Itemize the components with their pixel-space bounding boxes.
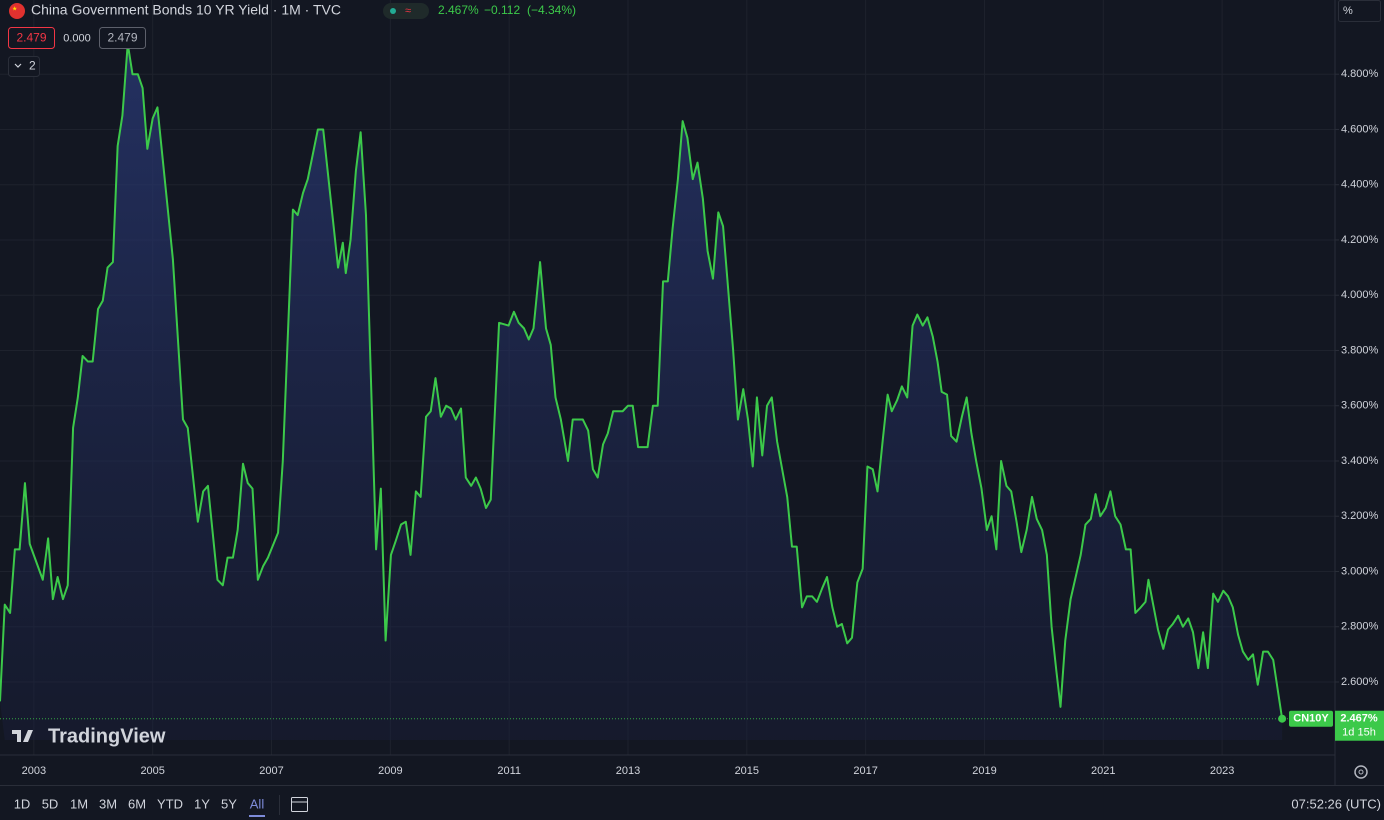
flag-star: ★ <box>12 6 17 13</box>
settings-icon[interactable] <box>1354 765 1368 779</box>
spread: 0.000 <box>63 32 91 44</box>
brand-logo <box>12 730 33 742</box>
range-button[interactable]: 1M <box>70 796 88 811</box>
y-tick-label: 3.000% <box>1341 565 1379 577</box>
y-tick-label: 4.400% <box>1341 179 1379 191</box>
buy-button[interactable] <box>99 27 146 49</box>
scale-unit: % <box>1343 5 1353 17</box>
countdown: 1d 15h <box>1342 727 1376 739</box>
symbol-tag-label: CN10Y <box>1293 713 1329 725</box>
sell-button[interactable] <box>8 27 55 49</box>
change: −0.112 <box>484 3 520 17</box>
x-tick-label: 2015 <box>735 765 759 777</box>
scale-mode-button[interactable] <box>1338 0 1381 22</box>
goto-date-icon[interactable] <box>291 797 308 812</box>
line <box>0 42 1284 719</box>
x-tick-label: 2021 <box>1091 765 1115 777</box>
x-tick-label: 2019 <box>972 765 996 777</box>
area <box>0 43 1283 740</box>
clock[interactable]: 07:52:26 (UTC) <box>1291 796 1381 811</box>
range-button[interactable]: 5D <box>42 796 59 811</box>
range-toolbar: 1D 5D 1M 3M 6M YTD 1Y 5Y All <box>14 796 265 817</box>
y-tick-label: 4.000% <box>1341 289 1379 301</box>
brand-name[interactable]: TradingView <box>48 725 166 747</box>
buy-price: 2.479 <box>107 31 137 45</box>
delay-icon: ≈ <box>405 5 411 17</box>
x-tick-label: 2023 <box>1210 765 1234 777</box>
y-tick-label: 4.600% <box>1341 123 1379 135</box>
range-button[interactable]: 3M <box>99 796 117 811</box>
market-status <box>390 8 396 14</box>
x-tick-label: 2005 <box>140 765 164 777</box>
range-button[interactable]: All <box>250 796 265 811</box>
last-point <box>1278 714 1287 723</box>
y-tick-label: 2.800% <box>1341 621 1379 633</box>
y-tick-label: 4.800% <box>1341 68 1379 80</box>
y-tick-label: 3.200% <box>1341 510 1379 522</box>
price-tag <box>1335 710 1384 741</box>
chevron-icon <box>14 63 22 68</box>
indicators-toggle[interactable] <box>8 56 40 77</box>
y-tick-label: 4.200% <box>1341 234 1379 246</box>
y-tick-label: 2.600% <box>1341 676 1379 688</box>
range-button[interactable]: 5Y <box>221 796 237 811</box>
indicator-count: 2 <box>29 59 36 73</box>
flag-icon <box>9 3 25 19</box>
y-tick-label: 3.800% <box>1341 344 1379 356</box>
plot <box>0 42 1284 740</box>
axes: 2.600% 2.800% 3.000% 3.200% 3.400% 3.600% 3.80… <box>22 68 1379 777</box>
range-button[interactable]: 1Y <box>194 796 210 811</box>
price-tag-label: 2.467% <box>1340 713 1378 725</box>
x-tick-label: 2017 <box>853 765 877 777</box>
range-button[interactable]: 1D <box>14 796 31 811</box>
symbol-title: China Government Bonds 10 YR Yield · 1M … <box>31 2 341 18</box>
x-tick-label: 2003 <box>22 765 46 777</box>
x-tick-label: 2011 <box>497 765 521 777</box>
x-tick-label: 2007 <box>259 765 283 777</box>
x-tick-label: 2009 <box>378 765 402 777</box>
range-button[interactable]: YTD <box>157 796 183 811</box>
symbol-tag <box>1289 710 1333 727</box>
range-button[interactable]: 6M <box>128 796 146 811</box>
y-tick-label: 3.600% <box>1341 400 1379 412</box>
y-tick-label: 3.400% <box>1341 455 1379 467</box>
settings-icon-core <box>1358 769 1364 775</box>
status-pill[interactable] <box>383 3 429 19</box>
change-percent: (−4.34%) <box>527 3 576 17</box>
sell-price: 2.479 <box>16 31 46 45</box>
last-price: 2.467% <box>438 3 479 17</box>
x-tick-label: 2013 <box>616 765 640 777</box>
